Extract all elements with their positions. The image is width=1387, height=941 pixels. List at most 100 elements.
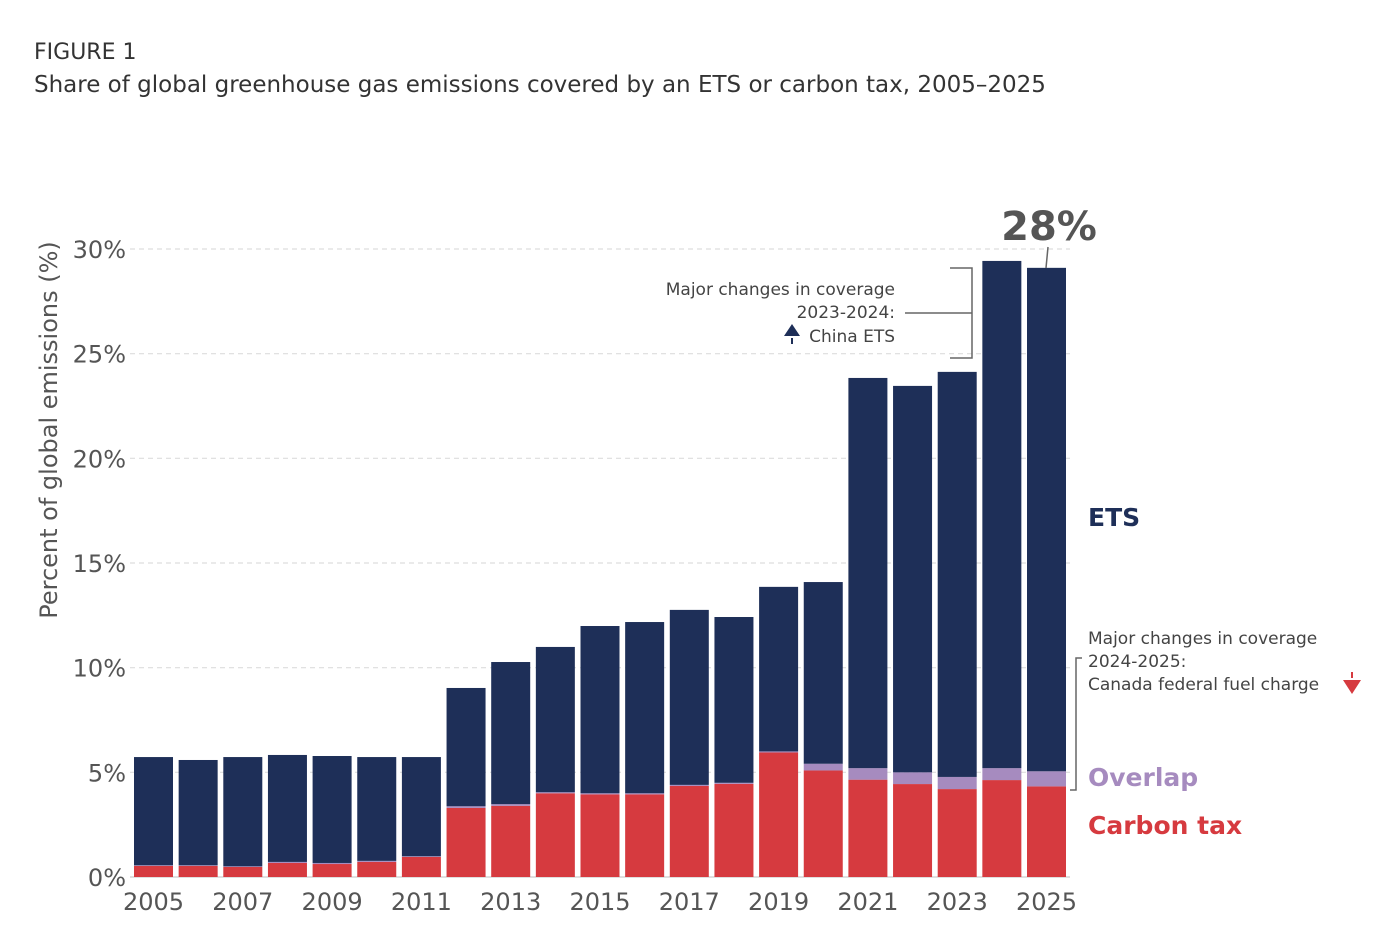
bar-overlap-2025	[1027, 771, 1066, 787]
y-tick-label: 20%	[73, 445, 126, 473]
arrow-down-icon	[1343, 672, 1361, 694]
bar-overlap-2022	[893, 772, 933, 785]
bar-overlap-2020	[803, 763, 843, 771]
bar-carbon-tax-2008	[267, 862, 307, 877]
bar-ets-2007	[223, 757, 263, 867]
bar-carbon-tax-2018	[714, 783, 754, 877]
bar-overlap-2021	[848, 768, 888, 780]
bar-ets-2024	[982, 260, 1022, 769]
canada-note-line1: Major changes in coverage	[1088, 629, 1317, 649]
bar-carbon-tax-2015	[580, 794, 620, 877]
bar-ets-2005	[134, 757, 173, 866]
bar-ets-2011	[401, 757, 441, 857]
bar-ets-2013	[491, 662, 531, 805]
bar-carbon-tax-2016	[625, 794, 665, 877]
bar-overlap-2017	[669, 784, 709, 786]
bar-ets-2012	[446, 687, 486, 807]
bar-carbon-tax-2010	[357, 861, 397, 877]
bar-carbon-tax-2023	[937, 789, 977, 877]
bar-overlap-2009	[312, 862, 352, 865]
china-bracket	[905, 267, 973, 359]
bar-ets-2010	[357, 757, 397, 861]
bar-ets-2009	[312, 756, 352, 863]
bar-ets-2018	[714, 617, 754, 783]
y-tick-label: 0%	[88, 864, 126, 892]
legend-overlap: Overlap	[1088, 763, 1198, 792]
bar-ets-2025	[1027, 267, 1066, 772]
y-axis-label: Percent of global emissions (%)	[35, 241, 63, 619]
y-tick-label: 15%	[73, 550, 126, 578]
canada-note-line2: 2024-2025:	[1088, 652, 1186, 672]
bar-overlap-2008	[267, 861, 307, 863]
bar-overlap-2005	[134, 865, 173, 866]
bar-overlap-2007	[223, 866, 263, 867]
x-tick-label: 2009	[302, 888, 363, 916]
x-tick-label: 2005	[123, 888, 184, 916]
bar-carbon-tax-2019	[759, 752, 799, 877]
bar-carbon-tax-2007	[223, 866, 263, 877]
bar-overlap-2011	[401, 856, 441, 857]
x-tick-label: 2007	[212, 888, 273, 916]
bar-overlap-2012	[446, 806, 486, 808]
bar-ets-2008	[267, 754, 307, 862]
bar-carbon-tax-2011	[401, 856, 441, 877]
bar-carbon-tax-2024	[982, 780, 1022, 877]
bar-carbon-tax-2013	[491, 805, 531, 877]
bar-carbon-tax-2006	[178, 865, 218, 877]
bar-carbon-tax-2021	[848, 779, 888, 877]
x-tick-label: 2023	[927, 888, 988, 916]
bar-overlap-2013	[491, 804, 531, 806]
bar-ets-2019	[759, 586, 799, 752]
bar-overlap-2016	[625, 793, 665, 795]
arrow-up-icon	[784, 324, 800, 344]
x-tick-label: 2025	[1016, 888, 1077, 916]
bar-ets-2021	[848, 377, 888, 769]
y-tick-label: 10%	[73, 655, 126, 683]
bar-ets-2015	[580, 626, 620, 794]
bar-ets-2016	[625, 622, 665, 794]
y-tick-label: 5%	[88, 759, 126, 787]
canada-bracket	[1070, 657, 1082, 791]
bar-overlap-2023	[937, 776, 977, 790]
bar-carbon-tax-2022	[893, 784, 933, 877]
bar-ets-2014	[535, 646, 575, 793]
bar-carbon-tax-2014	[535, 793, 575, 877]
bar-overlap-2006	[178, 865, 218, 866]
chart-title: Share of global greenhouse gas emissions…	[34, 72, 1046, 98]
x-tick-label: 2019	[748, 888, 809, 916]
x-tick-label: 2021	[837, 888, 898, 916]
bar-carbon-tax-2005	[134, 865, 173, 877]
bar-carbon-tax-2012	[446, 807, 486, 877]
bar-carbon-tax-2017	[669, 785, 709, 877]
bar-overlap-2024	[982, 768, 1022, 781]
legend-ets: ETS	[1088, 503, 1140, 532]
china-note-line1: Major changes in coverage	[666, 280, 895, 300]
bar-ets-2017	[669, 609, 709, 785]
figure-label: FIGURE 1	[34, 40, 137, 65]
bar-overlap-2015	[580, 793, 620, 795]
bar-carbon-tax-2025	[1027, 786, 1066, 877]
bar-ets-2020	[803, 582, 843, 764]
china-note-line2: 2023-2024:	[797, 303, 895, 323]
bar-ets-2022	[893, 385, 933, 773]
bar-ets-2023	[937, 371, 977, 777]
y-tick-label: 30%	[73, 236, 126, 264]
bar-carbon-tax-2009	[312, 864, 352, 877]
china-note-line3: China ETS	[809, 327, 895, 347]
x-tick-label: 2013	[480, 888, 541, 916]
canada-note-line3: Canada federal fuel charge	[1088, 675, 1319, 695]
headline-leader	[1045, 246, 1049, 269]
bar-overlap-2018	[714, 782, 754, 784]
headline-label: 28%	[1001, 204, 1097, 250]
bar-overlap-2010	[357, 860, 397, 862]
bar-carbon-tax-2020	[803, 770, 843, 877]
bar-overlap-2014	[535, 792, 575, 794]
y-tick-label: 25%	[73, 341, 126, 369]
x-tick-label: 2017	[659, 888, 720, 916]
bar-ets-2006	[178, 759, 218, 866]
x-tick-label: 2015	[569, 888, 630, 916]
x-tick-label: 2011	[391, 888, 452, 916]
legend-carbon-tax: Carbon tax	[1088, 811, 1242, 840]
